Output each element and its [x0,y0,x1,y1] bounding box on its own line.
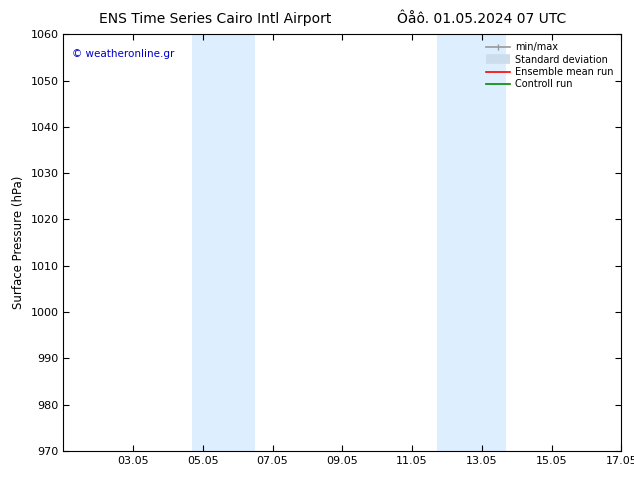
Bar [436,34,506,451]
Bar [193,34,255,451]
Text: Ôåô. 01.05.2024 07 UTC: Ôåô. 01.05.2024 07 UTC [398,12,566,26]
Y-axis label: Surface Pressure (hPa): Surface Pressure (hPa) [12,176,25,309]
Text: ENS Time Series Cairo Intl Airport: ENS Time Series Cairo Intl Airport [100,12,332,26]
Text: © weatheronline.gr: © weatheronline.gr [72,49,174,59]
Legend: min/max, Standard deviation, Ensemble mean run, Controll run: min/max, Standard deviation, Ensemble me… [483,39,616,92]
